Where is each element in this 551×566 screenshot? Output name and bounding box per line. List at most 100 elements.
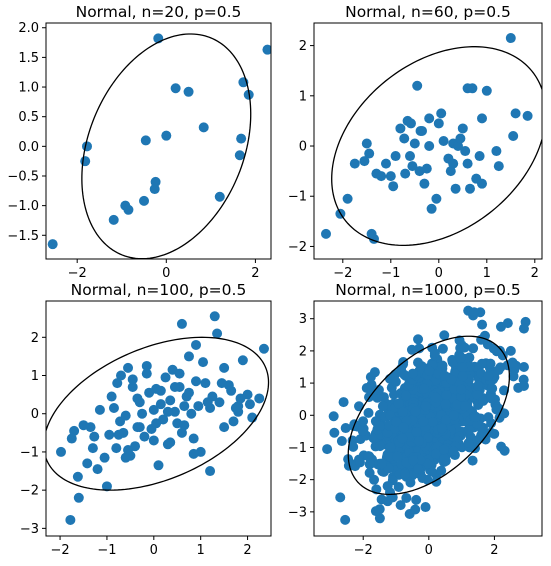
data-point <box>214 397 225 408</box>
data-point <box>183 351 194 362</box>
data-point <box>354 457 365 468</box>
data-point <box>381 158 391 169</box>
subplot-1-title: Normal, n=20, p=0.5 <box>76 3 242 21</box>
data-point <box>431 448 442 459</box>
data-point <box>399 369 410 380</box>
data-point <box>448 158 459 169</box>
data-point <box>518 361 529 372</box>
x-tick-label: −1 <box>381 266 400 281</box>
data-point <box>385 442 396 453</box>
data-point <box>358 416 369 427</box>
data-point <box>340 514 351 525</box>
data-point <box>419 178 430 189</box>
data-point <box>499 445 510 456</box>
data-point <box>502 318 513 329</box>
data-point <box>372 392 383 403</box>
x-tick-label: 0 <box>150 543 158 558</box>
subplot-1: Normal, n=20, p=0.5 −2 0 2 −1.5 −1.0 −0.5 0.0 0… <box>7 3 272 281</box>
y-tick-label: 2.0 <box>18 21 39 36</box>
data-point <box>477 113 487 124</box>
data-point <box>376 458 387 469</box>
data-point <box>413 463 424 474</box>
data-point <box>101 481 112 492</box>
data-point <box>505 33 516 44</box>
y-tick-label: −0.5 <box>7 169 39 184</box>
data-point <box>487 383 498 394</box>
data-point <box>237 355 248 366</box>
data-point <box>439 370 450 381</box>
data-point <box>140 135 151 146</box>
y-tick-label: −2 <box>288 240 307 255</box>
data-point <box>424 141 435 152</box>
data-point <box>485 358 496 369</box>
data-point <box>116 370 126 381</box>
data-point <box>364 467 375 478</box>
data-point <box>338 397 349 408</box>
data-point <box>82 458 93 469</box>
data-point <box>440 399 451 410</box>
data-point <box>176 427 187 438</box>
data-point <box>340 423 351 434</box>
data-point <box>507 357 518 368</box>
data-point <box>483 412 494 423</box>
data-point <box>200 378 211 389</box>
data-point <box>437 423 448 434</box>
y-tick-label: 0.5 <box>18 110 39 125</box>
plot-area <box>46 311 270 525</box>
plot-area <box>321 33 542 247</box>
data-point <box>374 441 385 452</box>
data-point <box>417 125 427 136</box>
data-point <box>370 506 381 517</box>
data-point <box>349 158 360 169</box>
data-point <box>471 435 482 446</box>
data-point <box>390 376 401 387</box>
data-point <box>155 385 166 396</box>
axes-frame <box>313 300 543 537</box>
data-point <box>216 378 227 389</box>
data-point <box>453 141 463 152</box>
data-point <box>191 339 201 350</box>
data-point <box>412 80 423 91</box>
data-point <box>170 83 181 94</box>
data-point <box>336 436 347 447</box>
y-tick-label: 2 <box>31 331 39 346</box>
data-point <box>72 471 83 482</box>
data-point <box>165 395 176 406</box>
data-point <box>508 130 519 141</box>
data-point <box>431 193 442 204</box>
data-point <box>474 151 485 162</box>
data-point <box>92 464 103 475</box>
data-point <box>348 441 359 452</box>
data-point <box>491 346 502 357</box>
data-point <box>202 397 213 408</box>
data-point <box>123 445 134 456</box>
x-tick-label: 0 <box>435 266 443 281</box>
data-point <box>376 171 387 182</box>
data-point <box>361 382 372 393</box>
data-point <box>407 161 418 172</box>
data-point <box>369 367 380 378</box>
data-point <box>491 404 502 415</box>
data-point <box>219 362 230 373</box>
x-tick-label: 2 <box>251 266 259 281</box>
y-tick-label: 1 <box>299 89 307 104</box>
data-point <box>439 444 450 455</box>
data-point <box>477 319 488 330</box>
data-point <box>78 420 89 431</box>
x-tick-label: −2 <box>68 266 87 281</box>
data-point <box>411 494 422 505</box>
data-point <box>235 393 246 404</box>
axes-frame <box>45 300 272 537</box>
data-point <box>99 452 110 463</box>
data-point <box>219 422 230 433</box>
data-point <box>165 437 176 448</box>
y-tick-label: −3 <box>20 522 39 537</box>
data-point <box>393 481 404 492</box>
x-tick-label: 2 <box>243 543 251 558</box>
data-point <box>445 166 456 177</box>
data-point <box>485 427 496 438</box>
data-point <box>452 399 463 410</box>
x-tick-label: 1 <box>197 543 205 558</box>
data-point <box>460 401 471 412</box>
